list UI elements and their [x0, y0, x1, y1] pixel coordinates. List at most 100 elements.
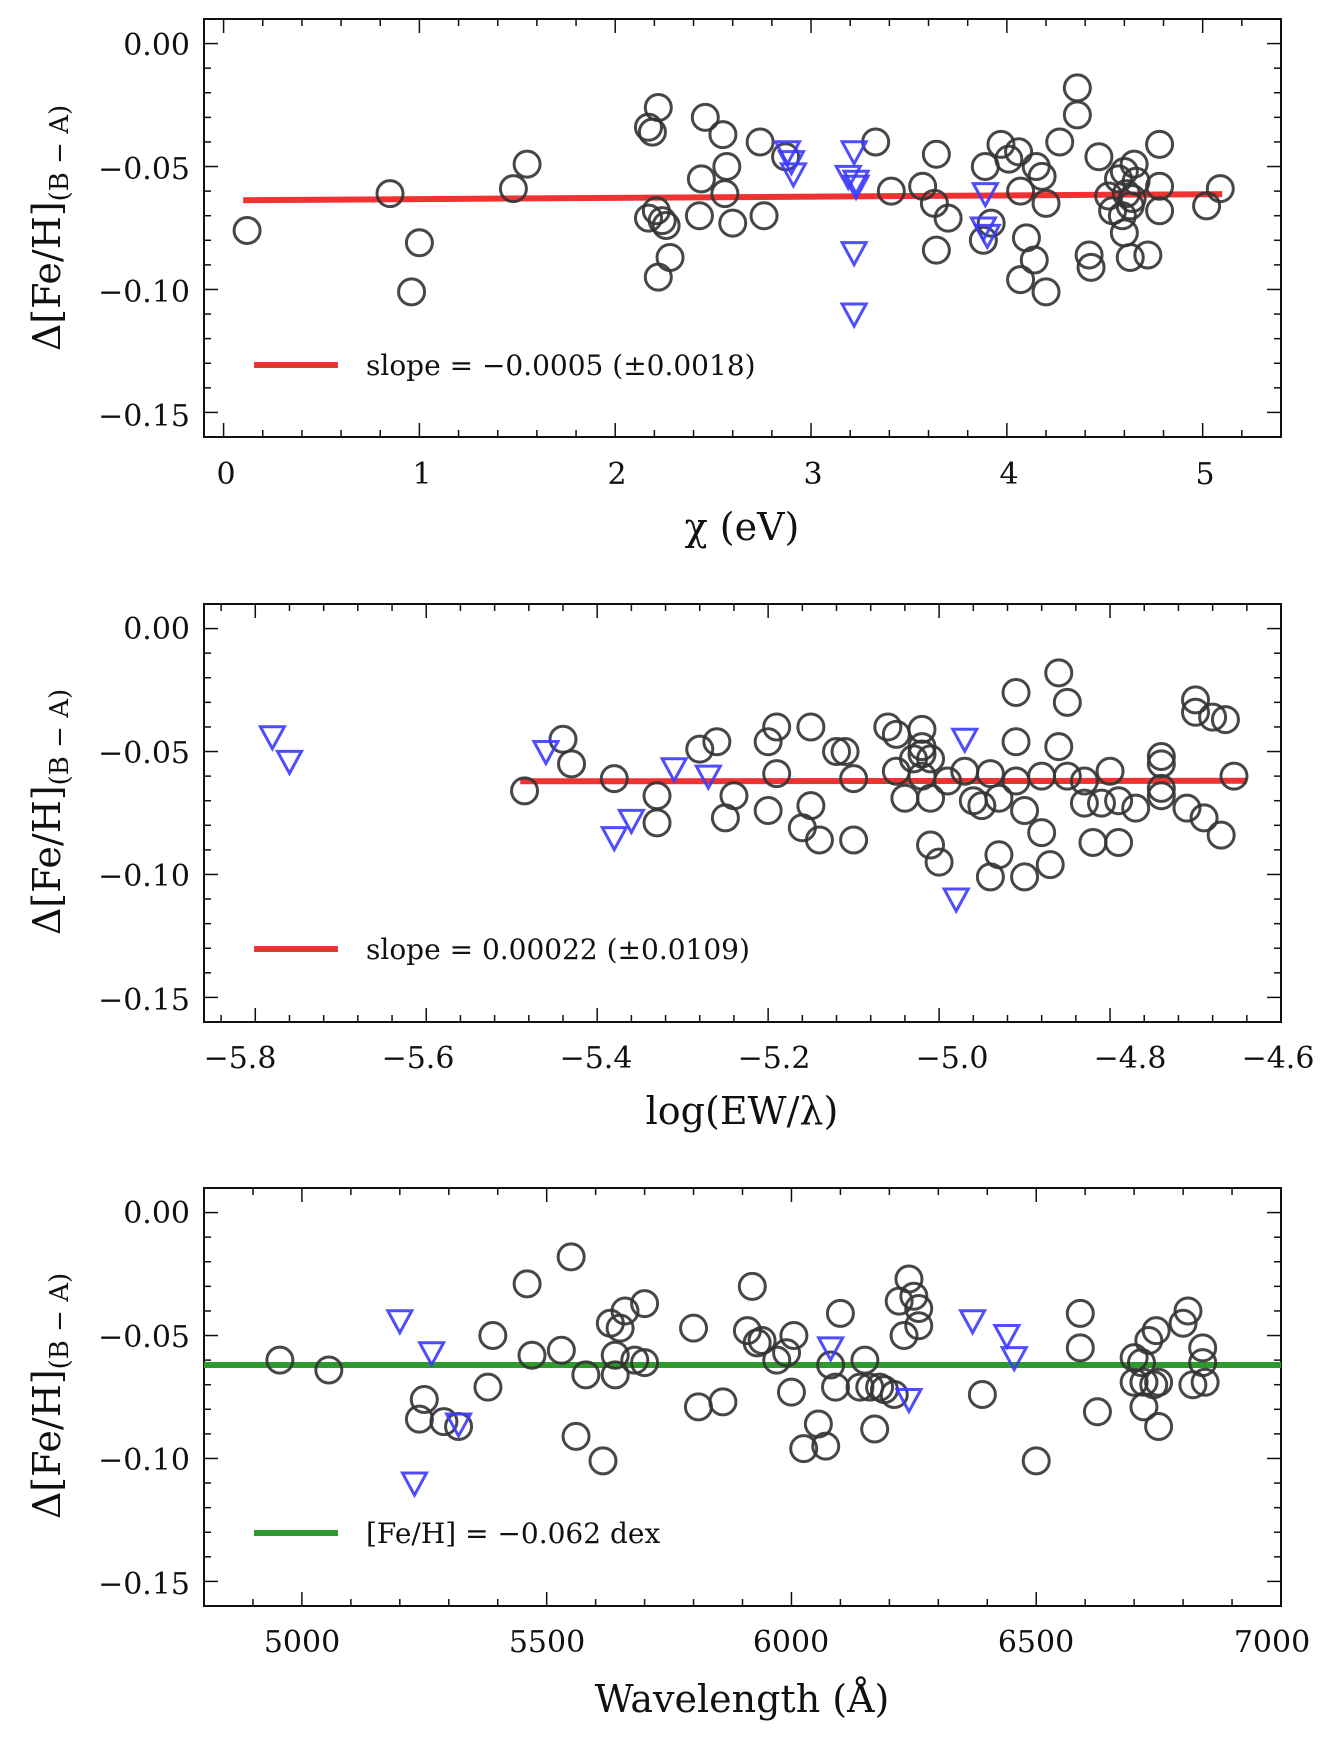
x-tick-label: −4.6 [1242, 1041, 1315, 1076]
data-point-circle [804, 825, 834, 855]
data-point-circle [1117, 183, 1147, 213]
y-axis-label: Δ[Fe/H](B − A) [25, 1273, 75, 1519]
data-point-circle [641, 196, 671, 226]
data-point-triangle [839, 140, 869, 167]
x-tick-label: 6000 [753, 1625, 829, 1660]
x-tick-labels: −5.8 −5.6 −5.4 −5.2 −5.0 −4.8 −4.6 [204, 1041, 1315, 1076]
data-point-circle [916, 744, 946, 774]
data-point-triangle [778, 162, 808, 190]
data-point-triangle [999, 1346, 1029, 1373]
data-point-circle [1206, 820, 1236, 850]
data-point-circle [749, 201, 779, 231]
panel-logew: 0.00 −0.05 −0.10 −0.15 −5.8 −5.6 −5.4 −5… [25, 603, 1315, 1133]
data-point-circle [762, 1345, 792, 1375]
x-tick-label: 2 [607, 457, 626, 492]
x-tick-label: −5.2 [738, 1041, 811, 1076]
data-point-triangle [992, 1324, 1022, 1351]
x-tick-label: 5 [1195, 457, 1214, 492]
x-tick-labels: 0 1 2 3 4 5 [216, 457, 1214, 492]
data-point-circle [907, 714, 937, 744]
data-point-circle [787, 813, 817, 843]
x-tick-label: −5.8 [204, 1041, 277, 1076]
y-axis-label: Δ[Fe/H](B − A) [25, 689, 75, 935]
x-tick-label: 1 [412, 457, 431, 492]
data-point-circle [429, 1407, 459, 1437]
data-point-circle [916, 830, 946, 860]
legend-label: [Fe/H] = −0.062 dex [366, 1517, 660, 1550]
data-point-circle [1107, 201, 1137, 231]
data-point-circle [1045, 127, 1075, 157]
panel-wavelength: 0.00 −0.05 −0.10 −0.15 5000 5500 6000 65… [25, 1187, 1310, 1721]
ticks [204, 603, 1282, 1023]
data-point-circle [718, 208, 748, 238]
y-axis-label-main: Δ[Fe/H] [25, 785, 69, 935]
data-point-circle [1044, 732, 1074, 762]
data-point-circle [1069, 766, 1099, 796]
data-point-circle [314, 1355, 344, 1385]
data-point-circle [921, 235, 951, 265]
x-axis-label: Wavelength (Å) [595, 1677, 890, 1721]
data-point-circle [1133, 240, 1163, 270]
data-point-circle [1188, 1348, 1218, 1378]
data-point-triangle [659, 757, 689, 784]
data-point-circle [630, 1348, 660, 1378]
data-point-triangle [841, 169, 871, 197]
data-point-circle [1062, 100, 1092, 130]
data-point-circle [876, 176, 906, 206]
data-point-circle [796, 712, 826, 742]
data-point-circle [890, 783, 920, 813]
data-point-circle [1087, 788, 1116, 818]
data-point-circle [1190, 1367, 1220, 1397]
y-tick-label: −0.15 [98, 983, 190, 1018]
data-point-circle [1144, 1412, 1174, 1442]
data-point-circle [1074, 240, 1104, 270]
data-point-circle [1065, 1333, 1095, 1363]
data-point-circle [994, 144, 1024, 174]
x-axis-label: log(EW/λ) [646, 1089, 839, 1133]
data-point-circle [1119, 1367, 1149, 1397]
data-point-circle [642, 808, 672, 838]
data-point-circle [970, 152, 1000, 182]
data-point-circle [1021, 1446, 1051, 1476]
data-point-circle [409, 1384, 439, 1414]
data-point-circle [1181, 697, 1211, 727]
data-point-circle [512, 1269, 542, 1299]
data-point-circle [1168, 1308, 1198, 1338]
data-point-circle [889, 1321, 919, 1351]
data-point-circle [1004, 137, 1034, 167]
data-point-circle [397, 277, 427, 307]
data-point-circle [605, 1313, 635, 1343]
data-point-circle [1021, 152, 1051, 182]
data-point-circle [839, 825, 869, 855]
y-axis-label-sub: (B − A) [45, 689, 75, 785]
data-point-triangle [385, 1309, 415, 1336]
data-point-circle [776, 1377, 806, 1407]
data-point-circle [1062, 73, 1092, 103]
data-point-circle [708, 1387, 738, 1417]
data-point-circle [642, 781, 672, 811]
data-point-circle [1189, 803, 1219, 833]
data-point-triangle [841, 174, 871, 202]
data-point-circle [1146, 741, 1176, 771]
data-point-circle [976, 208, 1006, 238]
x-tick-label: −5.6 [382, 1041, 455, 1076]
data-point-circle [924, 847, 954, 877]
data-point-triangle [274, 749, 305, 777]
data-point-circle [779, 1321, 809, 1351]
data-point-circle [873, 712, 903, 742]
y-tick-label: −0.10 [98, 1443, 190, 1478]
data-point-circle [712, 152, 742, 182]
data-point-triangle [444, 1412, 474, 1440]
data-point-circle [702, 727, 732, 757]
data-point-circle [600, 1340, 630, 1370]
data-point-circle [643, 93, 673, 123]
data-point-circle [916, 783, 946, 813]
x-tick-label: 5500 [509, 1625, 585, 1660]
data-point-circle [610, 1296, 640, 1326]
legend-label: slope = 0.00022 (±0.0109) [366, 933, 750, 966]
data-point-circle [655, 243, 685, 273]
y-tick-labels: 0.00 −0.05 −0.10 −0.15 [98, 28, 190, 434]
data-point-circle [933, 203, 963, 233]
y-tick-label: −0.10 [98, 859, 190, 894]
y-tick-label: −0.05 [98, 736, 190, 771]
